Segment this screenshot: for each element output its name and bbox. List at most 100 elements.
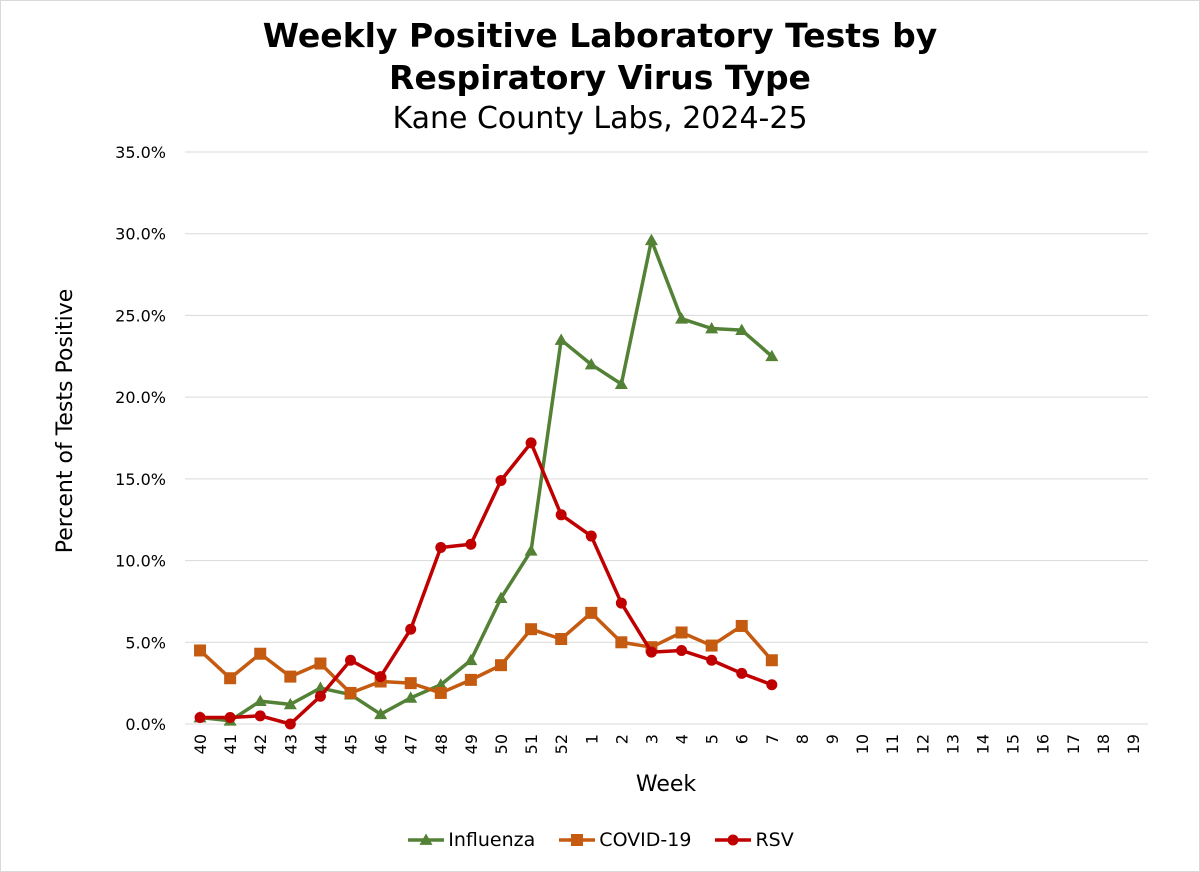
- influenza-point: [554, 333, 568, 345]
- y-axis-ticks: 0.0% 5.0% 10.0% 15.0% 20.0% 25.0% 30.0% 35.0%: [115, 143, 166, 734]
- legend-label: COVID-19: [599, 829, 692, 851]
- x-tick-label: 14: [973, 734, 992, 754]
- x-tick-label: 43: [281, 734, 300, 754]
- rsv-point: [314, 690, 326, 702]
- legend: Influenza COVID-19 RSV: [0, 829, 1200, 851]
- influenza-point: [434, 678, 448, 690]
- rsv-point: [345, 654, 357, 666]
- influenza-point: [614, 377, 628, 389]
- series-rsv: [194, 437, 778, 730]
- x-axis-ticks: 40 41 42 43 44 45 46 47 48 49 50 51 52 1 2 3 4 5 6 7 8 9 10 11 1…: [191, 734, 1143, 754]
- legend-marker-square: [571, 834, 584, 846]
- legend-swatch-circle: [715, 834, 752, 846]
- rsv-point: [435, 541, 447, 553]
- x-tick-label: 11: [883, 734, 902, 754]
- x-tick-label: 41: [221, 734, 240, 754]
- x-tick-label: 51: [522, 734, 541, 754]
- y-tick-label: 15.0%: [115, 470, 166, 489]
- x-tick-label: 2: [612, 734, 631, 744]
- y-tick-label: 10.0%: [115, 552, 166, 571]
- y-tick-label: 30.0%: [115, 225, 166, 244]
- x-tick-label: 9: [823, 734, 842, 744]
- x-tick-label: 4: [673, 734, 692, 744]
- rsv-point: [405, 623, 417, 635]
- influenza-point: [765, 349, 779, 362]
- covid-19-point: [314, 657, 327, 670]
- x-tick-label: 7: [763, 734, 782, 744]
- legend-swatch-triangle: [408, 833, 445, 845]
- rsv-point: [194, 711, 206, 723]
- y-tick-label: 35.0%: [115, 143, 166, 162]
- influenza-point: [404, 691, 418, 703]
- influenza-point: [584, 357, 598, 370]
- legend-label: RSV: [755, 829, 794, 851]
- rsv-point: [465, 538, 477, 550]
- influenza-point: [283, 697, 297, 710]
- x-tick-label: 1: [582, 734, 601, 744]
- x-tick-label: 6: [733, 734, 752, 744]
- series-covid-19: [194, 606, 778, 699]
- rsv-point: [495, 474, 507, 486]
- x-tick-label: 10: [853, 734, 872, 754]
- x-tick-label: 17: [1064, 734, 1083, 754]
- rsv-point: [375, 671, 387, 683]
- rsv-point: [585, 530, 597, 542]
- x-tick-label: 18: [1094, 734, 1113, 754]
- covid-19-point: [404, 677, 417, 690]
- gridlines: [185, 151, 1148, 725]
- rsv-point: [555, 509, 567, 521]
- rsv-point: [676, 644, 688, 656]
- covid-19-point: [434, 686, 447, 699]
- influenza-point: [524, 544, 538, 556]
- x-tick-label: 52: [552, 734, 571, 754]
- influenza-line: [198, 238, 774, 723]
- x-tick-label: 12: [913, 734, 932, 754]
- chart-title-line-2: Respiratory Virus Type: [389, 58, 811, 97]
- x-axis-title: Week: [636, 772, 697, 797]
- influenza-point: [675, 312, 689, 324]
- covid-19-point: [615, 636, 628, 649]
- covid-19-point: [765, 654, 778, 667]
- influenza-point: [494, 591, 508, 604]
- influenza-point: [374, 707, 388, 720]
- y-tick-label: 25.0%: [115, 306, 166, 325]
- covid-19-point: [705, 639, 718, 652]
- legend-item-influenza: Influenza: [406, 829, 535, 851]
- covid-19-point: [675, 626, 688, 639]
- x-tick-label: 3: [642, 734, 661, 744]
- rsv-point: [254, 710, 266, 722]
- y-tick-label: 20.0%: [115, 388, 166, 407]
- covid-19-point: [494, 659, 507, 672]
- covid-19-point: [344, 686, 357, 699]
- x-tick-label: 50: [492, 734, 511, 754]
- rsv-point: [525, 437, 537, 449]
- legend-swatch-square: [559, 834, 596, 846]
- x-tick-label: 49: [462, 734, 481, 754]
- rsv-point: [736, 667, 748, 679]
- x-tick-label: 16: [1034, 734, 1053, 754]
- covid-19-point: [254, 647, 267, 660]
- covid-19-point: [555, 633, 568, 646]
- x-tick-label: 40: [191, 734, 210, 754]
- x-tick-label: 5: [703, 734, 722, 744]
- influenza-point: [735, 323, 749, 336]
- rsv-point: [284, 718, 296, 730]
- x-tick-label: 47: [402, 734, 421, 754]
- rsv-point: [766, 679, 778, 691]
- legend-marker-triangle: [419, 833, 433, 845]
- x-tick-label: 48: [432, 734, 451, 754]
- legend-item-rsv: RSV: [713, 829, 794, 851]
- series-group: [193, 233, 779, 730]
- influenza-point: [644, 233, 658, 246]
- chart-title-line-1: Weekly Positive Laboratory Tests by: [262, 16, 938, 55]
- legend-marker-circle: [727, 834, 739, 846]
- x-tick-label: 13: [943, 734, 962, 754]
- x-tick-label: 8: [793, 734, 812, 744]
- x-tick-label: 42: [251, 734, 270, 754]
- x-tick-label: 45: [342, 734, 361, 754]
- rsv-point: [645, 646, 657, 658]
- influenza-point: [705, 322, 719, 334]
- x-tick-label: 19: [1124, 734, 1143, 754]
